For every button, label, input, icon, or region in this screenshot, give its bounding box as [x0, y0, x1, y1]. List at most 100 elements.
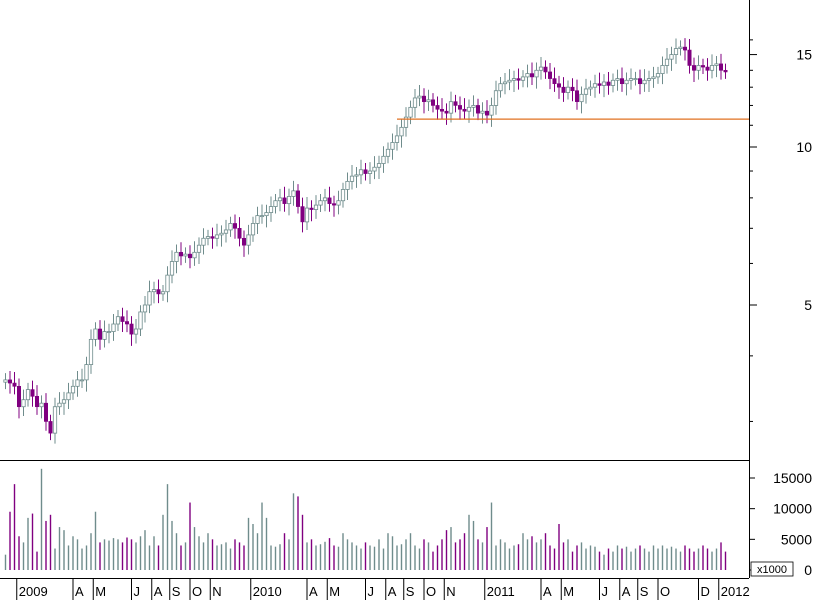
candle-up — [507, 79, 512, 83]
candle-up — [84, 364, 89, 381]
month-label: A — [309, 584, 318, 599]
year-label: 2011 — [487, 584, 515, 599]
candle-down — [16, 386, 21, 408]
candle-up — [304, 207, 310, 223]
volume-tick-label: 5000 — [781, 531, 812, 547]
candle-up — [205, 236, 211, 239]
candle-up — [318, 200, 323, 206]
volume-unit-label: x1000 — [757, 564, 787, 576]
candle-up — [277, 197, 283, 202]
month-label: N — [212, 584, 221, 599]
month-label: A — [388, 584, 397, 599]
candle-up — [669, 54, 674, 60]
candle-up — [372, 166, 377, 172]
candle-up — [520, 76, 526, 81]
candle-down — [34, 395, 39, 408]
candle-up — [174, 251, 179, 262]
candle-down — [552, 78, 557, 85]
candle-down — [687, 49, 692, 66]
candle-up — [133, 328, 139, 335]
candle-up — [246, 234, 251, 246]
volume-axis: 0 5000 10000 15000 x1000 — [749, 470, 812, 578]
candle-up — [412, 97, 418, 108]
candle-down — [529, 73, 534, 78]
candle-up — [354, 174, 359, 177]
candle-up — [223, 229, 229, 234]
candle-down — [430, 99, 435, 106]
candle-down — [300, 206, 305, 223]
candle-up — [169, 261, 175, 276]
candle-down — [295, 190, 300, 207]
price-tick-label: 15 — [796, 47, 812, 63]
candle-up — [151, 289, 157, 293]
candle-down — [98, 328, 103, 340]
candle-up — [106, 331, 112, 333]
candle-down — [453, 101, 458, 106]
candle-down — [48, 421, 53, 434]
candle-up — [264, 212, 269, 217]
candle-up — [601, 81, 607, 86]
candle-down — [156, 289, 161, 295]
candle-up — [201, 237, 206, 246]
candle-down — [435, 105, 440, 110]
candle-down — [237, 228, 242, 239]
month-label: O — [426, 584, 436, 599]
candle-up — [583, 88, 589, 95]
candle-up — [111, 323, 116, 332]
candle-up — [511, 78, 517, 81]
candle-up — [655, 73, 661, 78]
candle-up — [624, 79, 629, 85]
candle-up — [349, 175, 355, 182]
candle-up — [367, 170, 373, 174]
candle-up — [286, 196, 292, 205]
candle-up — [183, 253, 188, 257]
candle-up — [394, 135, 400, 143]
candle-up — [615, 78, 620, 81]
candle-up — [79, 379, 85, 382]
volume-tick-label: 10000 — [773, 501, 812, 517]
candle-down — [561, 86, 566, 93]
candle-down — [188, 253, 193, 259]
candle-up — [25, 389, 31, 401]
month-label: M — [563, 584, 574, 599]
candle-down — [637, 78, 642, 85]
year-label: 2012 — [721, 584, 750, 599]
candle-up — [88, 338, 94, 365]
candle-up — [66, 392, 71, 401]
candle-up — [664, 58, 670, 66]
time-axis: 2009 A M J A S O N 2010 A M J A S O N 2011 A M J A S O D 2012 — [16, 578, 750, 600]
candle-up — [147, 291, 152, 306]
candle-up — [610, 79, 616, 86]
candle-down — [444, 110, 449, 114]
candle-up — [660, 65, 665, 74]
candle-down — [718, 63, 723, 71]
candle-up — [493, 90, 499, 106]
candle-up — [588, 86, 593, 90]
candle-up — [403, 116, 409, 128]
month-label: M — [95, 584, 106, 599]
month-label: J — [134, 584, 141, 599]
candle-up — [592, 83, 598, 88]
candle-down — [597, 83, 602, 86]
candle-up — [525, 73, 530, 78]
candle-up — [336, 200, 341, 206]
candle-up — [138, 311, 143, 330]
candle-up — [534, 69, 539, 78]
year-label: 2009 — [19, 584, 48, 599]
candle-down — [700, 65, 705, 68]
price-axis: 5 10 15 — [749, 39, 812, 422]
candle-up — [646, 78, 652, 81]
candle-up — [399, 126, 404, 137]
volume-panel — [4, 468, 727, 570]
candle-up — [480, 110, 485, 114]
month-label: S — [406, 584, 415, 599]
candle-up — [70, 385, 76, 394]
candle-up — [102, 331, 107, 340]
candle-up — [93, 328, 98, 340]
candle-up — [538, 66, 544, 71]
candle-up — [259, 215, 265, 218]
candle-up — [565, 86, 571, 93]
candle-up — [196, 244, 202, 253]
candle-down — [606, 81, 611, 86]
